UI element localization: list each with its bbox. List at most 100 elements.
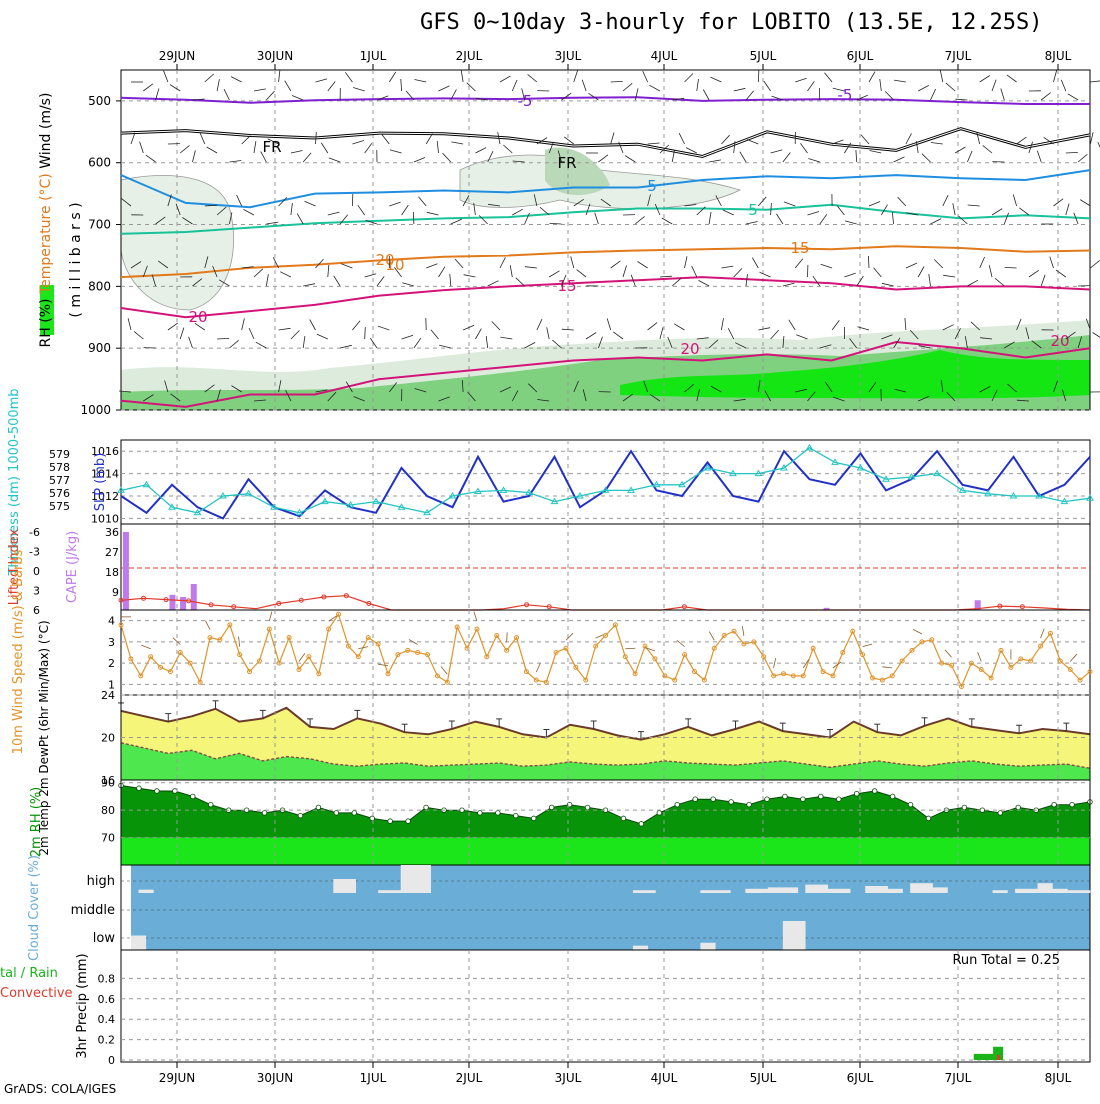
wind-barb (537, 319, 542, 330)
rh-marker (819, 794, 824, 799)
precip-frame (121, 950, 1090, 1062)
wind-barb (740, 152, 746, 162)
rh-marker (854, 791, 859, 796)
wind-barb (931, 143, 943, 145)
wind10-barb (378, 664, 388, 666)
wind-barb (562, 93, 572, 100)
wind-barb (189, 337, 193, 348)
wind-barb (455, 259, 463, 268)
precip-legend-rain: tal / Rain (0, 966, 58, 981)
cloud-cell (1038, 883, 1053, 893)
wind-barb (721, 266, 733, 268)
rh-marker (334, 811, 339, 816)
wind-barb (1013, 195, 1016, 207)
wind-barb (200, 133, 205, 144)
thickness-ytick-label: 575 (49, 500, 70, 513)
wind-barb (280, 272, 291, 277)
x-tick-label-bottom: 30JUN (257, 1071, 294, 1085)
wind-barb (1007, 75, 1017, 82)
slp-frame (121, 440, 1090, 524)
rh-marker (388, 819, 393, 824)
x-tick-label-top: 2JUL (456, 49, 483, 63)
wind-barb (752, 258, 758, 268)
wind-barb (699, 280, 710, 286)
wind-barb (500, 257, 505, 268)
wind-barb (550, 223, 562, 224)
wind-barb (967, 151, 972, 162)
wind-barb (995, 278, 1004, 286)
rh-marker (1070, 802, 1075, 807)
upper-air-ylabel-mb: ( m i l l i b a r s ) (68, 202, 84, 317)
wind-barb (256, 342, 266, 348)
wind-barb (946, 83, 955, 91)
wind10-barb (474, 612, 477, 622)
cloud-cell (828, 889, 851, 893)
x-tick-label-bottom: 7JUL (945, 1071, 972, 1085)
wind-barb (285, 81, 291, 91)
wind-barb (217, 338, 229, 339)
wind-barb (868, 256, 869, 268)
wind-barb (510, 265, 512, 277)
contour-label: 5 (647, 177, 657, 195)
wind-barb (955, 147, 965, 153)
wind-barb (820, 214, 827, 224)
rh-marker (155, 789, 160, 794)
wind-barb (414, 158, 425, 163)
thickness-ytick-label: 579 (49, 448, 70, 461)
cloud-cell (1068, 890, 1091, 893)
wind-barb (832, 320, 839, 330)
wind-barb (858, 327, 870, 330)
rh-marker (783, 794, 788, 799)
wind-barb (266, 274, 268, 286)
rh-marker (352, 811, 357, 816)
wind-barb (525, 213, 530, 224)
wind-barb (426, 134, 432, 144)
wind-barb (193, 150, 196, 162)
upper-air-ytick-label: 600 (88, 156, 111, 170)
wind-barb (547, 327, 550, 339)
wind-barb (451, 142, 463, 144)
wind-barb (882, 283, 894, 286)
wind-barb (365, 143, 372, 153)
wind-barb (439, 267, 445, 277)
wind-barb (415, 80, 427, 83)
wind-barb (140, 142, 144, 153)
wind-barb (1080, 200, 1090, 206)
rh-ytick-label: 90 (101, 777, 115, 790)
wind-barb (243, 209, 254, 215)
wind-barb (402, 335, 413, 339)
wind-barb (427, 212, 439, 215)
wind-barb (623, 83, 632, 91)
cape-bar (180, 597, 186, 610)
wind-barb (918, 85, 929, 91)
wind-barb (983, 145, 992, 153)
wind10-ytick-label: 2 (108, 657, 115, 670)
wind-barb (370, 338, 377, 348)
wind-barb (703, 90, 709, 101)
wind-barb (352, 141, 364, 145)
wind-barb (242, 318, 245, 330)
wind-barb (783, 283, 795, 286)
wind-barb (968, 205, 980, 206)
wind-barb (771, 330, 779, 339)
wind-barb (638, 262, 648, 269)
wind-barb (734, 88, 746, 91)
cloud-fill (131, 865, 1090, 950)
wind-barb (500, 337, 512, 339)
wind-barb (1056, 270, 1066, 277)
wind-barb (771, 150, 783, 153)
wind-barb (439, 345, 451, 348)
upper-air-ytick-label: 1000 (80, 403, 111, 417)
rh-marker (585, 805, 590, 810)
wind10-barb (677, 640, 685, 646)
contour-label: 20 (1050, 332, 1069, 350)
x-tick-label-top: 3JUL (555, 49, 582, 63)
cloud-cell (633, 946, 648, 950)
wind-barb (345, 72, 352, 82)
li-line (121, 596, 1090, 610)
rh-marker (711, 797, 716, 802)
wind-barb (1005, 267, 1017, 268)
wind-barb (721, 318, 723, 330)
